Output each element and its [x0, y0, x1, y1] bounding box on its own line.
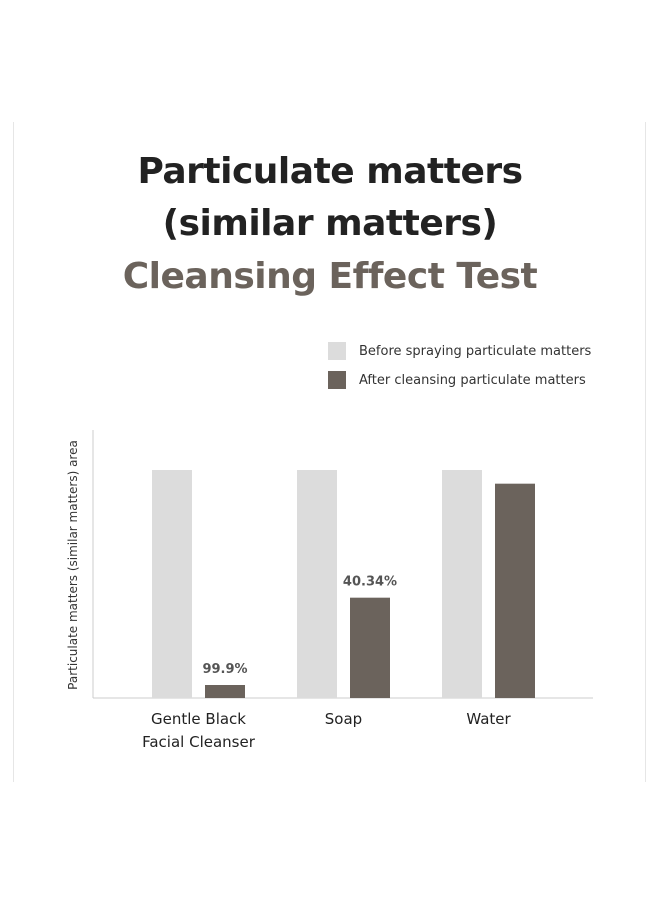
x-tick-label-2-0: Water — [466, 710, 511, 728]
chart-title-line-1: Particulate matters — [137, 151, 523, 192]
legend-item-after: After cleansing particulate matters — [328, 370, 586, 390]
bar-before-2 — [442, 470, 482, 698]
bar-before-0 — [152, 470, 192, 698]
legend-label-before: Before spraying particulate matters — [359, 343, 592, 359]
x-tick-label-1-0: Soap — [325, 710, 362, 728]
bar-after-0 — [205, 685, 245, 698]
legend-swatch-after — [328, 371, 346, 389]
data-label-0: 99.9% — [202, 662, 247, 677]
bar-after-1 — [350, 597, 390, 698]
bar-chart: 99.9% Gentle Black Facial Cleanser 40.34% So… — [92, 430, 593, 751]
bar-before-1 — [297, 470, 337, 698]
frame-left-border — [13, 122, 14, 782]
frame-right-border — [645, 122, 646, 782]
x-tick-label-0-1: Facial Cleanser — [142, 733, 256, 751]
x-tick-label-0-0: Gentle Black — [151, 710, 246, 728]
chart-title-line-2: (similar matters) — [162, 203, 498, 244]
legend-item-before: Before spraying particulate matters — [328, 341, 591, 361]
legend-label-after: After cleansing particulate matters — [359, 372, 586, 388]
data-label-1: 40.34% — [343, 575, 397, 590]
bar-after-2 — [495, 483, 535, 698]
chart-title-line-3: Cleansing Effect Test — [122, 256, 538, 297]
legend-swatch-before — [328, 342, 346, 360]
